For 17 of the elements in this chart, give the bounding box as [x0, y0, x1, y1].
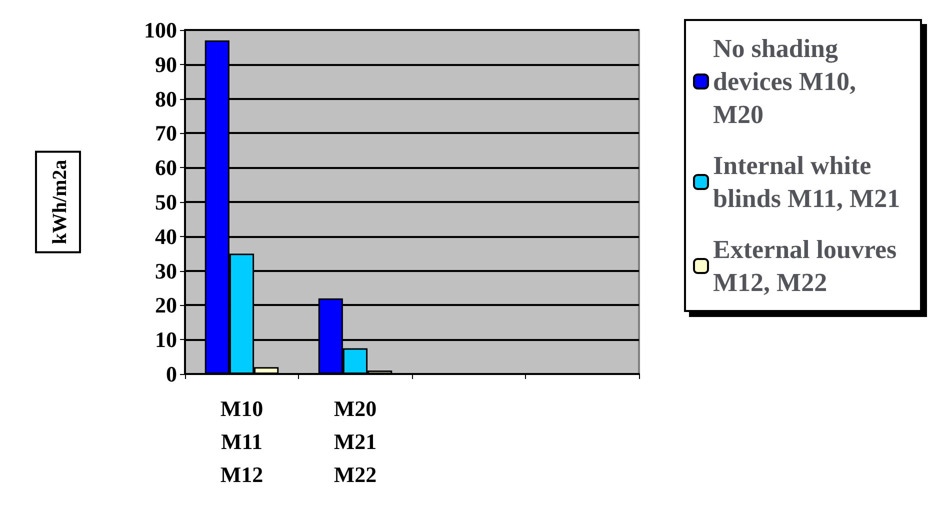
y-tick-label: 80 — [155, 86, 177, 112]
legend-label: Internal white blinds M11, M21 — [713, 151, 900, 213]
y-tick-label: 90 — [155, 52, 177, 77]
legend-label: External louvres M12, M22 — [713, 235, 904, 297]
y-tick-label: 60 — [155, 155, 177, 180]
y-tick-label: 70 — [155, 120, 177, 146]
y-axis-title: kWh/m2a — [49, 160, 71, 244]
y-tick-label: 40 — [155, 224, 177, 249]
y-tick-label: 50 — [155, 190, 177, 214]
y-tick-label: 10 — [155, 327, 177, 352]
y-tick-label: 0 — [166, 362, 177, 386]
y-tick-label: 100 — [144, 18, 177, 42]
x-tick-label: M10 M11 M12 — [220, 396, 264, 487]
y-tick-label: 30 — [155, 258, 177, 284]
x-tick-label: M20 M21 M22 — [334, 396, 377, 487]
y-tick-label: 20 — [155, 292, 177, 318]
legend-label: No shading devices M10, M20 — [713, 34, 862, 129]
